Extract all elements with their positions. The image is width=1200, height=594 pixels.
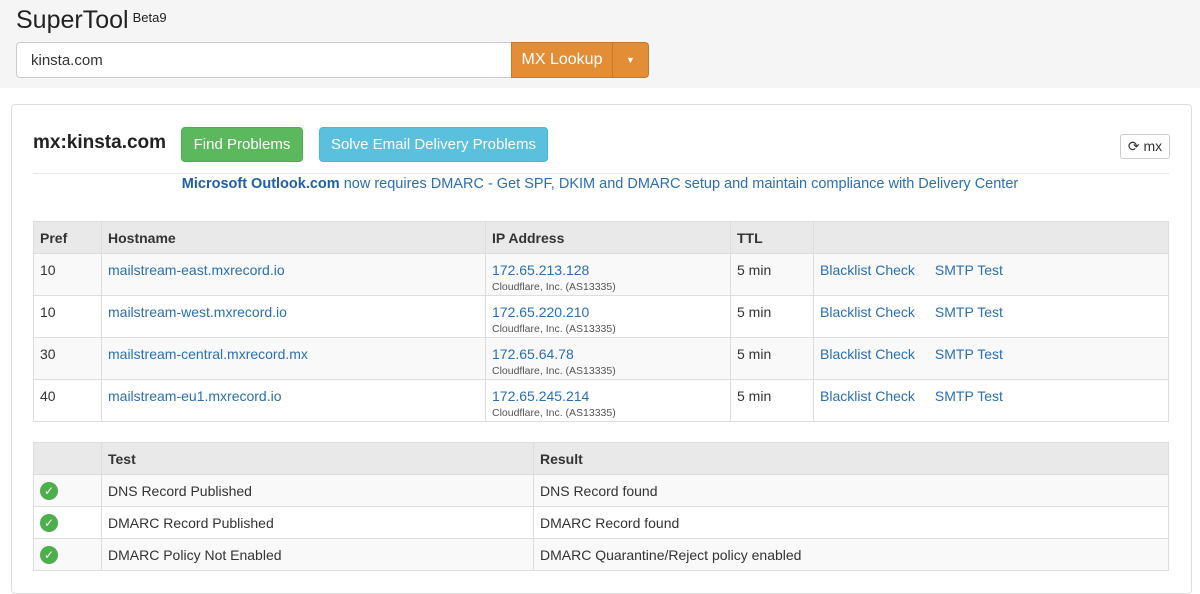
hostname-link[interactable]: mailstream-central.mxrecord.mx: [108, 346, 308, 362]
mx-records-table: Pref Hostname IP Address TTL 10 mailstre…: [33, 221, 1169, 422]
test-name: DNS Record Published: [101, 474, 534, 507]
table-row: 10 mailstream-west.mxrecord.io 172.65.22…: [33, 295, 1169, 338]
col-actions: [813, 221, 1169, 254]
domain-input[interactable]: [16, 42, 512, 78]
asn: Cloudflare, Inc. (AS13335): [492, 281, 616, 293]
ip-link[interactable]: 172.65.245.214: [492, 388, 590, 404]
asn: Cloudflare, Inc. (AS13335): [492, 323, 616, 335]
test-result: DMARC Quarantine/Reject policy enabled: [533, 538, 1169, 571]
check-circle-icon: ✓: [40, 513, 58, 532]
table-row: 30 mailstream-central.mxrecord.mx 172.65…: [33, 337, 1169, 380]
test-result: DMARC Record found: [533, 506, 1169, 539]
col-ttl: TTL: [730, 221, 814, 254]
brand: SuperTool Beta9: [16, 6, 167, 35]
asn: Cloudflare, Inc. (AS13335): [492, 365, 616, 377]
brand-name: SuperTool: [16, 6, 129, 34]
ip-link[interactable]: 172.65.64.78: [492, 346, 574, 362]
mx-lookup-button[interactable]: MX Lookup: [511, 42, 613, 78]
smtp-test-link[interactable]: SMTP Test: [934, 262, 1003, 278]
refresh-button[interactable]: ⟳ mx: [1120, 134, 1170, 159]
col-status: [33, 442, 102, 475]
table-row: 10 mailstream-east.mxrecord.io 172.65.21…: [33, 253, 1169, 296]
check-circle-icon: ✓: [40, 545, 58, 564]
table-header: Pref Hostname IP Address TTL: [33, 221, 1169, 254]
table-header: Test Result: [33, 442, 1169, 475]
blacklist-check-link[interactable]: Blacklist Check: [820, 346, 915, 362]
table-row: ✓ DMARC Policy Not Enabled DMARC Quarant…: [33, 538, 1169, 571]
ttl: 5 min: [730, 295, 814, 338]
refresh-label: mx: [1143, 138, 1163, 154]
hostname-link[interactable]: mailstream-west.mxrecord.io: [108, 304, 287, 320]
table-row: ✓ DNS Record Published DNS Record found: [33, 474, 1169, 507]
pref: 40: [33, 379, 102, 422]
test-name: DMARC Record Published: [101, 506, 534, 539]
col-test: Test: [101, 442, 534, 475]
col-ip: IP Address: [485, 221, 731, 254]
ip-link[interactable]: 172.65.220.210: [492, 304, 590, 320]
test-result: DNS Record found: [533, 474, 1169, 507]
page-title: mx:kinsta.com: [33, 132, 167, 153]
blacklist-check-link[interactable]: Blacklist Check: [820, 388, 915, 404]
smtp-test-link[interactable]: SMTP Test: [934, 388, 1003, 404]
find-problems-button[interactable]: Find Problems: [181, 127, 303, 162]
ttl: 5 min: [730, 379, 814, 422]
asn: Cloudflare, Inc. (AS13335): [492, 407, 616, 419]
lookup-dropdown-caret-icon[interactable]: ▼: [612, 42, 649, 78]
pref: 10: [33, 295, 102, 338]
ttl: 5 min: [730, 337, 814, 380]
ttl: 5 min: [730, 253, 814, 296]
check-circle-icon: ✓: [40, 481, 58, 500]
col-hostname: Hostname: [101, 221, 486, 254]
test-results-table: Test Result ✓ DNS Record Published DNS R…: [33, 442, 1169, 571]
table-row: 40 mailstream-eu1.mxrecord.io 172.65.245…: [33, 379, 1169, 422]
divider: [33, 173, 1169, 174]
pref: 30: [33, 337, 102, 380]
ip-link[interactable]: 172.65.213.128: [492, 262, 590, 278]
refresh-icon: ⟳: [1127, 138, 1140, 154]
hostname-link[interactable]: mailstream-eu1.mxrecord.io: [108, 388, 282, 404]
col-result: Result: [533, 442, 1169, 475]
smtp-test-link[interactable]: SMTP Test: [934, 346, 1003, 362]
col-pref: Pref: [33, 221, 102, 254]
solve-email-delivery-button[interactable]: Solve Email Delivery Problems: [319, 127, 548, 162]
beta-badge: Beta9: [132, 10, 167, 25]
blacklist-check-link[interactable]: Blacklist Check: [820, 304, 915, 320]
notice-link[interactable]: Microsoft Outlook.com now requires DMARC…: [181, 176, 1019, 192]
smtp-test-link[interactable]: SMTP Test: [934, 304, 1003, 320]
notice: Microsoft Outlook.com now requires DMARC…: [0, 176, 1200, 192]
test-name: DMARC Policy Not Enabled: [101, 538, 534, 571]
table-row: ✓ DMARC Record Published DMARC Record fo…: [33, 506, 1169, 539]
blacklist-check-link[interactable]: Blacklist Check: [820, 262, 915, 278]
hostname-link[interactable]: mailstream-east.mxrecord.io: [108, 262, 285, 278]
pref: 10: [33, 253, 102, 296]
